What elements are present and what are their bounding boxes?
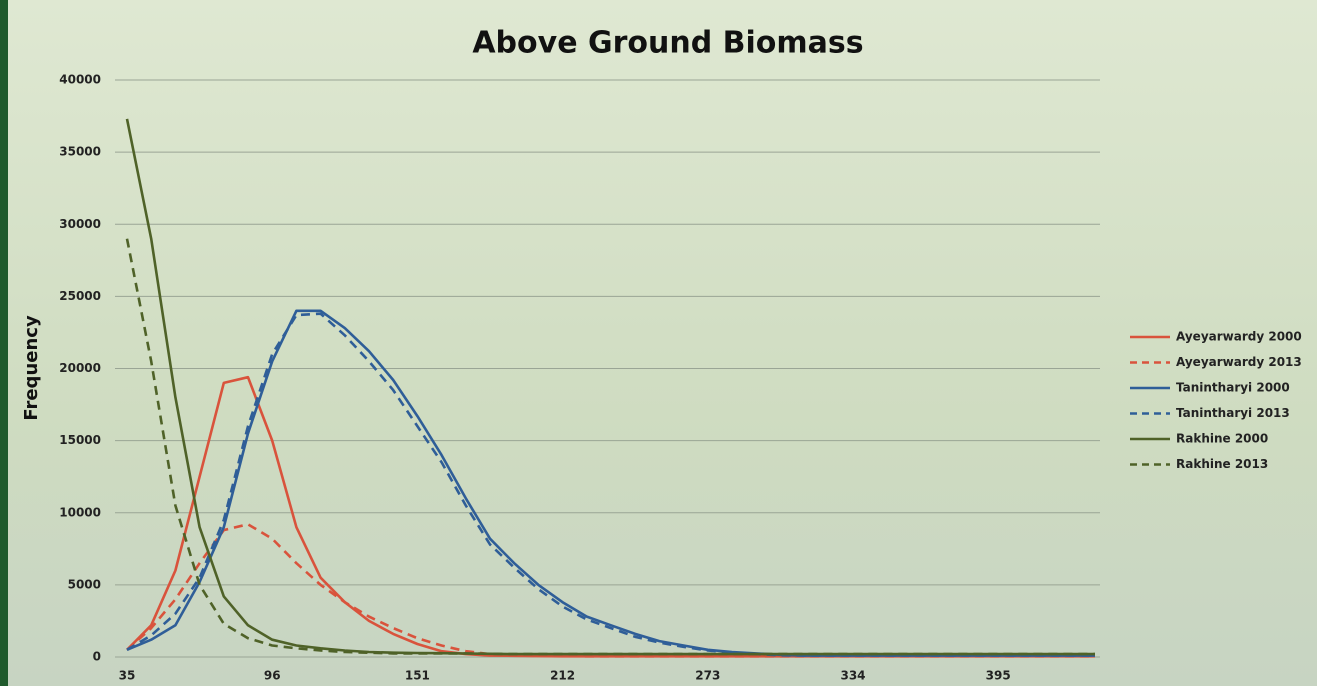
- x-tick-label: 35: [119, 669, 136, 683]
- series-line: [125, 238, 1095, 656]
- x-tick-label: 212: [550, 669, 575, 683]
- y-tick-label: 25000: [59, 289, 101, 303]
- left-edge: [0, 0, 8, 686]
- y-tick-label: 35000: [59, 145, 101, 159]
- legend-label: Rakhine 2000: [1176, 432, 1268, 446]
- legend-label: Ayeyarwardy 2000: [1176, 330, 1302, 344]
- y-tick-label: 30000: [59, 217, 101, 231]
- x-tick-label: 395: [986, 669, 1011, 683]
- y-tick-label: 15000: [59, 433, 101, 447]
- legend-label: Tanintharyi 2000: [1176, 381, 1290, 395]
- y-tick-label: 20000: [59, 361, 101, 375]
- x-tick-label: 334: [840, 669, 865, 683]
- y-tick-label: 40000: [59, 73, 101, 87]
- y-tick-label: 0: [93, 650, 101, 664]
- x-tick-label: 96: [264, 669, 281, 683]
- x-tick-label: 151: [405, 669, 430, 683]
- x-tick-label: 273: [695, 669, 720, 683]
- legend-label: Ayeyarwardy 2013: [1176, 355, 1302, 369]
- y-tick-label: 5000: [68, 577, 101, 591]
- legend-label: Rakhine 2013: [1176, 457, 1268, 471]
- y-tick-label: 10000: [59, 505, 101, 519]
- series-line: [126, 312, 1095, 657]
- chart-title: Above Ground Biomass: [472, 26, 863, 61]
- y-axis-label: Frequency: [21, 315, 42, 421]
- legend-label: Tanintharyi 2013: [1176, 406, 1290, 420]
